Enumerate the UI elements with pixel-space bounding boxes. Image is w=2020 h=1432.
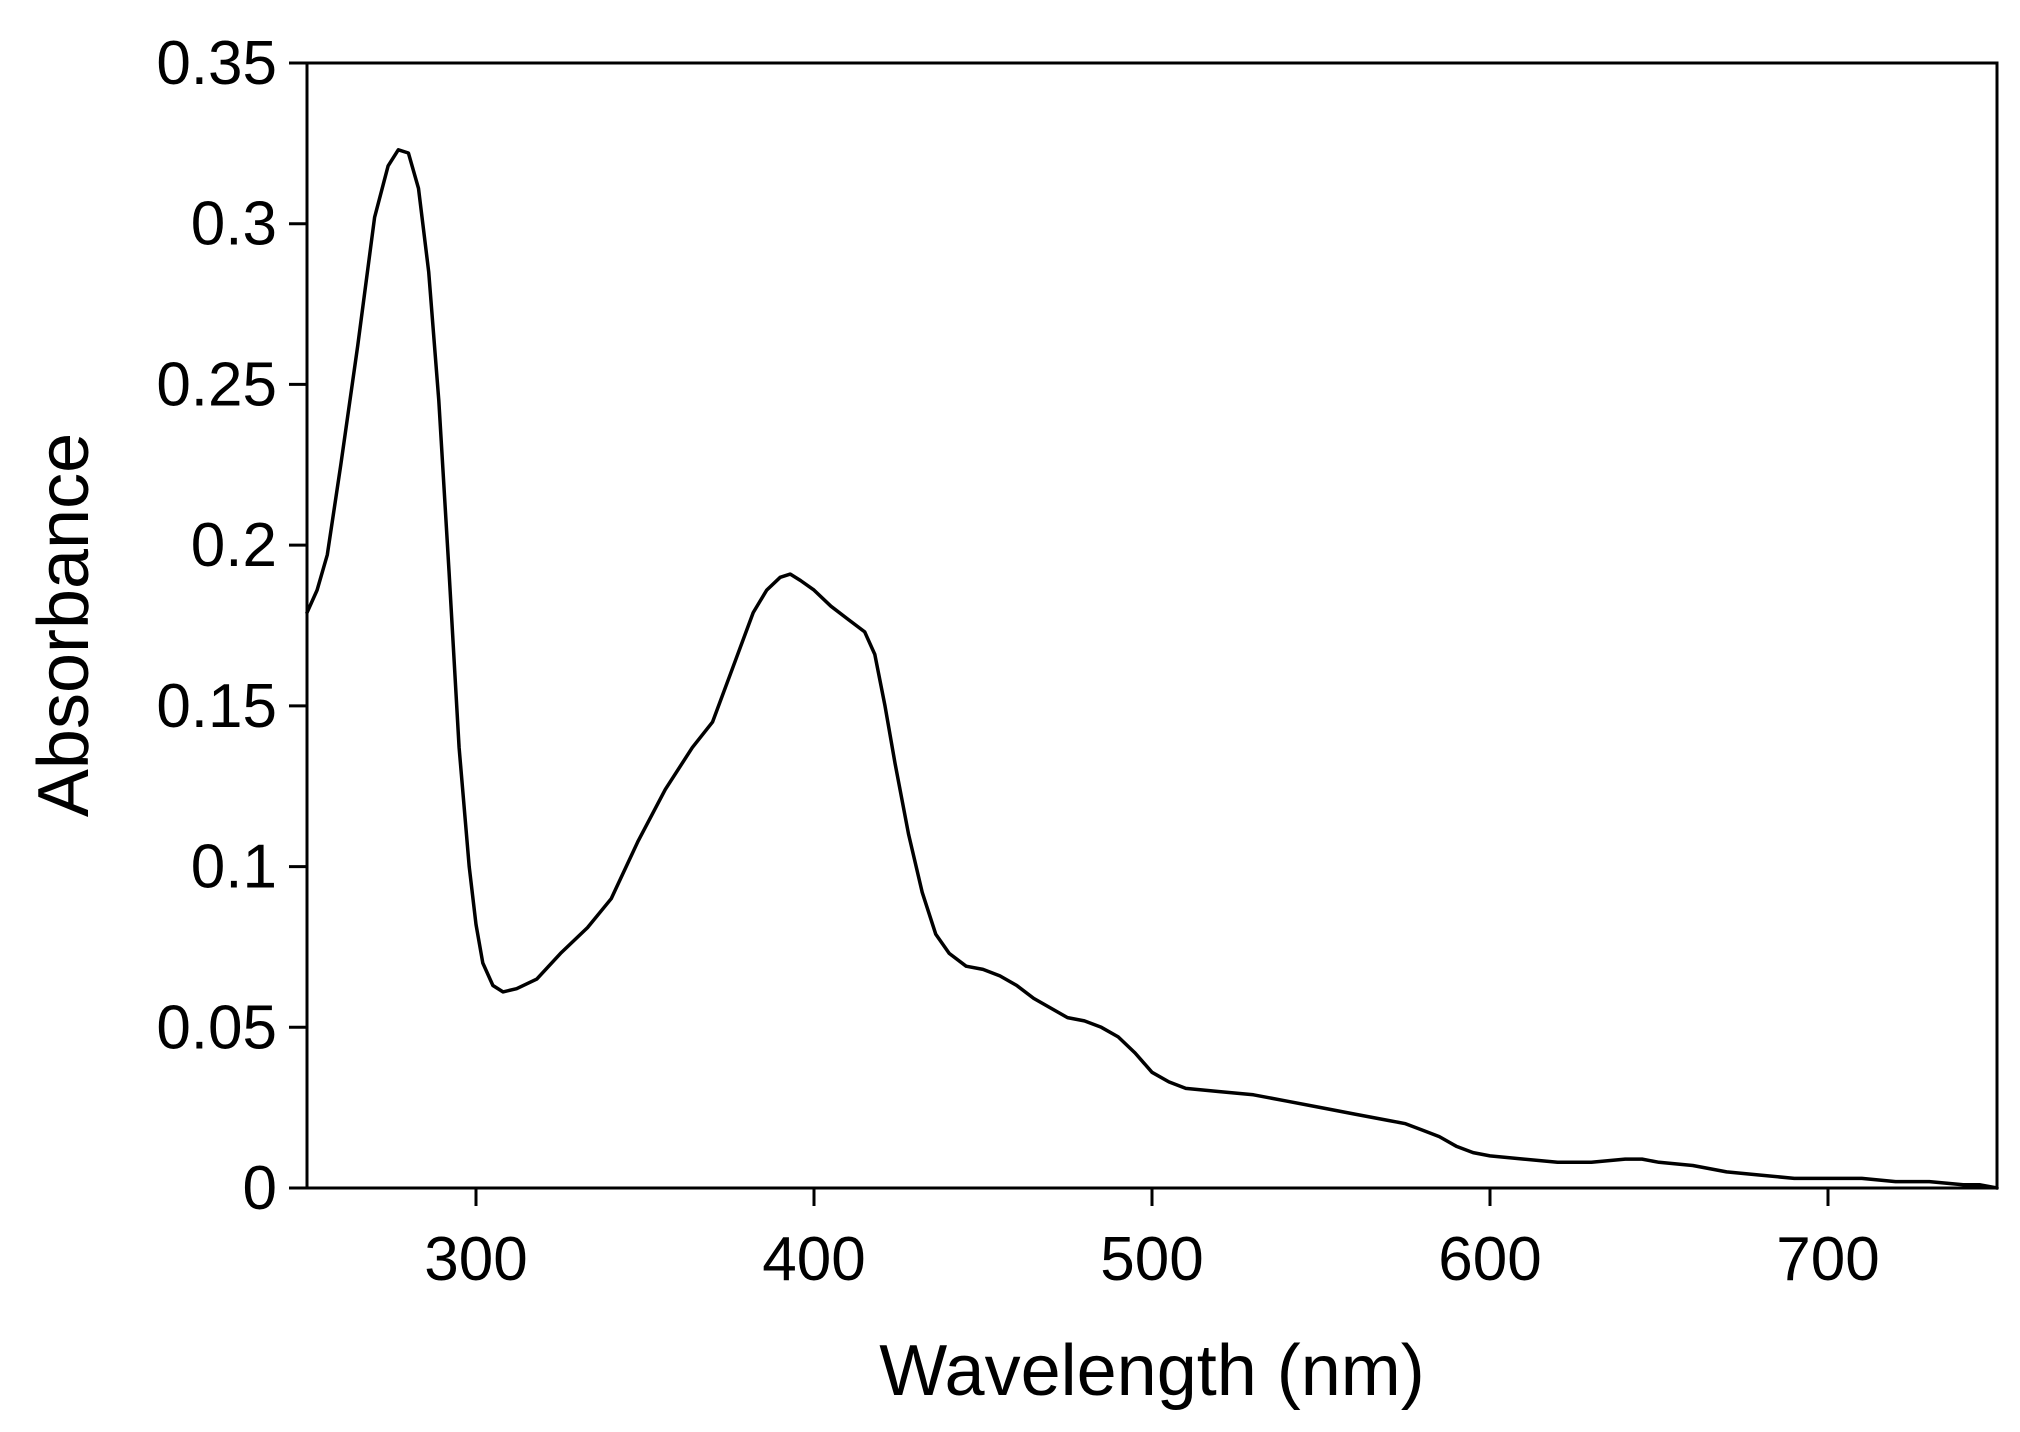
- y-tick-label: 0: [243, 1154, 277, 1223]
- y-tick-label: 0.2: [191, 511, 277, 580]
- plot-frame: [305, 61, 1999, 1190]
- y-tick-label: 0.3: [191, 190, 277, 259]
- x-tick-label: 600: [1438, 1225, 1541, 1294]
- y-axis-ticks: 0 0.05 0.1 0.15 0.2 0.25 0.3 0.35: [156, 29, 307, 1223]
- series-line: [305, 148, 1999, 1190]
- y-tick-label: 0.15: [156, 672, 277, 741]
- y-tick-label: 0.25: [156, 350, 277, 419]
- y-tick-label: 0.1: [191, 833, 277, 902]
- x-tick-label: 400: [762, 1225, 865, 1294]
- y-tick-label: 0.05: [156, 993, 277, 1062]
- y-axis-title: Absorbance: [24, 433, 104, 817]
- x-axis-ticks: 300 400 500 600 700: [424, 1188, 1880, 1294]
- x-tick-label: 300: [424, 1225, 527, 1294]
- x-axis-title: Wavelength (nm): [879, 1331, 1425, 1411]
- x-tick-label: 700: [1776, 1225, 1879, 1294]
- y-tick-label: 0.35: [156, 29, 277, 98]
- x-tick-label: 500: [1100, 1225, 1203, 1294]
